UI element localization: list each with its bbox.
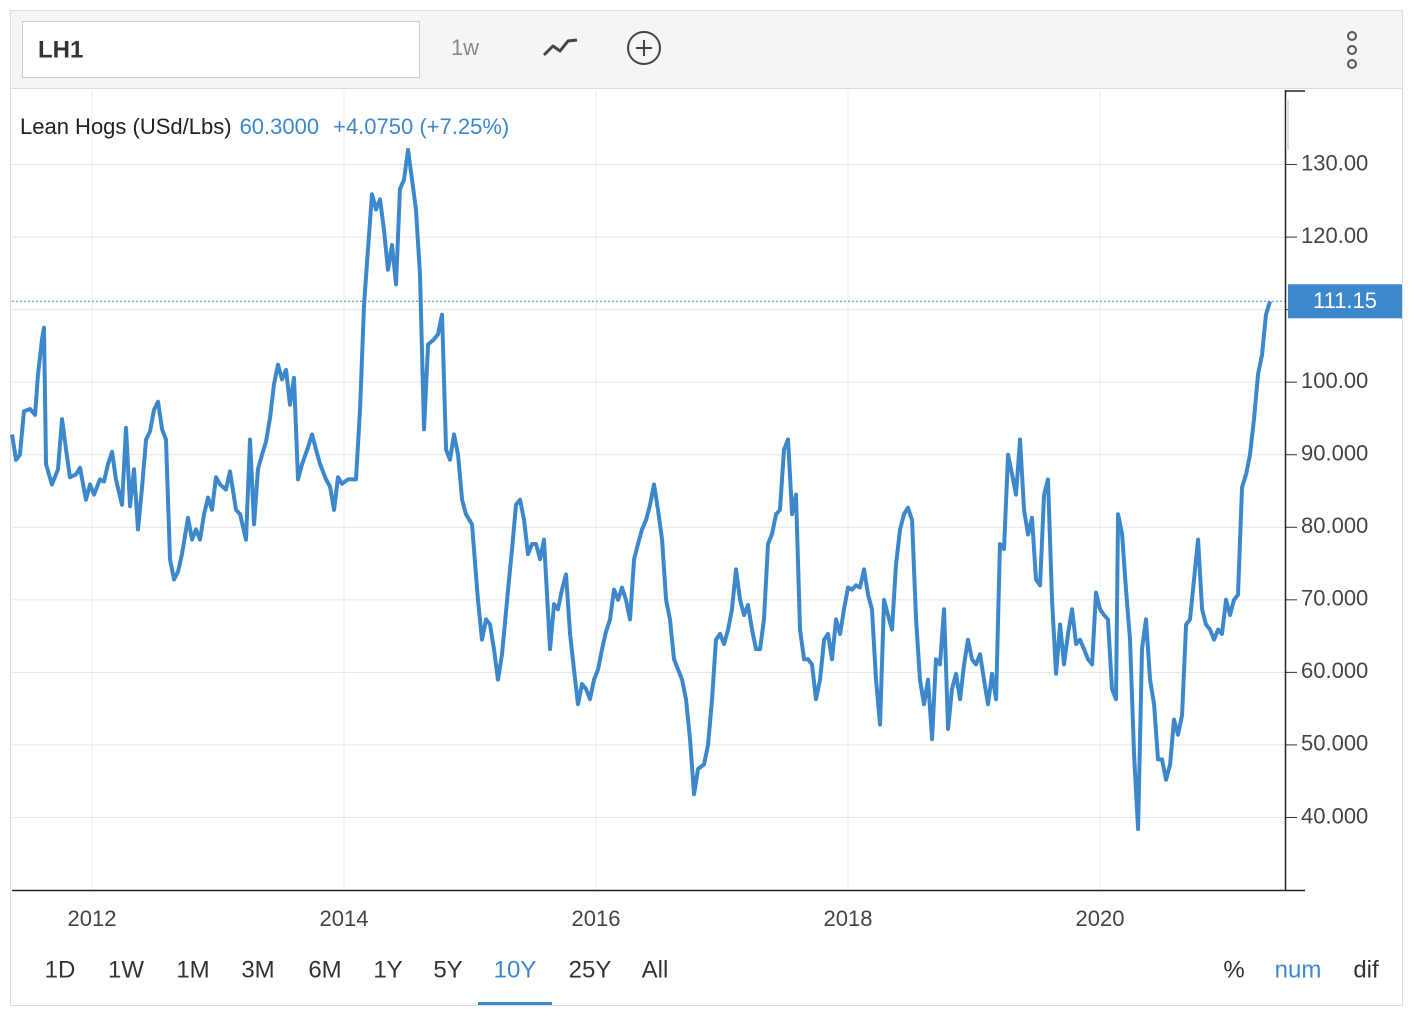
y-tick-label: 70.000 (1301, 586, 1368, 611)
change: +4.0750 (+7.25%) (333, 114, 509, 139)
mode-button[interactable]: num (1275, 956, 1322, 983)
current-value-label: 111.15 (1313, 288, 1377, 313)
frame (10, 10, 1403, 1006)
plot: 2012 2014 2016 2018 2020 40.000 50.000 60.000 70… (10, 90, 1402, 931)
x-tick-label: 2020 (1076, 906, 1125, 931)
menu-icon[interactable] (1347, 31, 1357, 69)
y-tick-label: 90.000 (1301, 441, 1368, 466)
y-tick-label: 120.00 (1301, 223, 1368, 248)
series-name: Lean Hogs (USd/Lbs) (20, 114, 232, 139)
range-button[interactable]: 6M (308, 956, 341, 983)
range-button[interactable]: 1Y (373, 956, 402, 983)
range-button[interactable]: 1W (108, 956, 144, 983)
range-button[interactable]: 25Y (569, 956, 612, 983)
y-tick-label: 40.000 (1301, 803, 1368, 828)
mode-button[interactable]: % (1223, 956, 1244, 983)
scroll-indicator (1286, 100, 1289, 150)
interval-button[interactable]: 1w (451, 35, 479, 60)
range-button[interactable]: 1D (45, 956, 76, 983)
x-tick-label: 2016 (572, 906, 621, 931)
y-tick-label: 60.000 (1301, 658, 1368, 683)
add-indicator-icon[interactable] (627, 31, 661, 65)
price-line (10, 148, 1272, 832)
y-tick-label: 130.00 (1301, 150, 1368, 175)
range-button[interactable]: 5Y (433, 956, 462, 983)
x-tick-label: 2014 (320, 906, 369, 931)
price: 60.3000 (240, 114, 320, 139)
range-button[interactable]: 3M (241, 956, 274, 983)
current-value-box (1288, 284, 1402, 319)
chart-type-icon[interactable] (542, 38, 578, 57)
legend: Lean Hogs (USd/Lbs) 60.3000 +4.0750 (+7.25… (20, 114, 509, 139)
x-tick-label: 2012 (68, 906, 117, 931)
range-button[interactable]: All (642, 956, 669, 983)
y-tick-label: 80.000 (1301, 513, 1368, 538)
symbol-input[interactable] (22, 21, 420, 78)
range-underline (478, 1002, 552, 1005)
symbol: LH1 (38, 36, 83, 63)
y-tick-label: 100.00 (1301, 368, 1368, 393)
mode-button[interactable]: dif (1353, 956, 1379, 983)
x-tick-label: 2018 (824, 906, 873, 931)
y-tick-label: 50.000 (1301, 731, 1368, 756)
range-button[interactable]: 1M (176, 956, 209, 983)
range-button[interactable]: 10Y (494, 956, 537, 983)
